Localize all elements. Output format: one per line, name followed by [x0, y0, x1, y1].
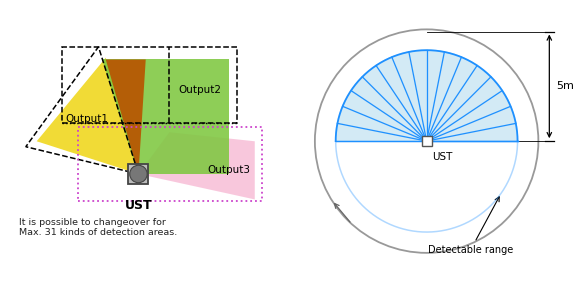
- Polygon shape: [336, 50, 517, 141]
- Polygon shape: [376, 57, 427, 141]
- Polygon shape: [139, 132, 255, 199]
- Polygon shape: [343, 91, 427, 141]
- Bar: [128, 164, 148, 184]
- Text: Output2: Output2: [179, 85, 222, 95]
- Polygon shape: [336, 123, 427, 141]
- Polygon shape: [351, 77, 427, 141]
- Bar: [422, 136, 432, 146]
- Polygon shape: [392, 52, 427, 141]
- Text: Output3: Output3: [208, 165, 251, 175]
- Polygon shape: [427, 65, 491, 141]
- Text: Detectable range: Detectable range: [428, 197, 513, 255]
- Polygon shape: [427, 57, 477, 141]
- Polygon shape: [409, 50, 427, 141]
- Text: 5m: 5m: [556, 81, 574, 91]
- Polygon shape: [338, 106, 427, 141]
- Polygon shape: [427, 77, 502, 141]
- Circle shape: [130, 165, 147, 183]
- Polygon shape: [106, 60, 146, 174]
- Polygon shape: [427, 52, 462, 141]
- Polygon shape: [427, 50, 444, 141]
- Polygon shape: [427, 123, 517, 141]
- Text: UST: UST: [432, 152, 452, 162]
- Polygon shape: [427, 91, 510, 141]
- Polygon shape: [362, 65, 427, 141]
- Polygon shape: [37, 58, 139, 174]
- Polygon shape: [102, 60, 229, 174]
- Text: Output1: Output1: [66, 114, 109, 124]
- Text: UST: UST: [125, 199, 153, 213]
- Text: It is possible to changeover for
Max. 31 kinds of detection areas.: It is possible to changeover for Max. 31…: [19, 218, 177, 237]
- Polygon shape: [427, 106, 516, 141]
